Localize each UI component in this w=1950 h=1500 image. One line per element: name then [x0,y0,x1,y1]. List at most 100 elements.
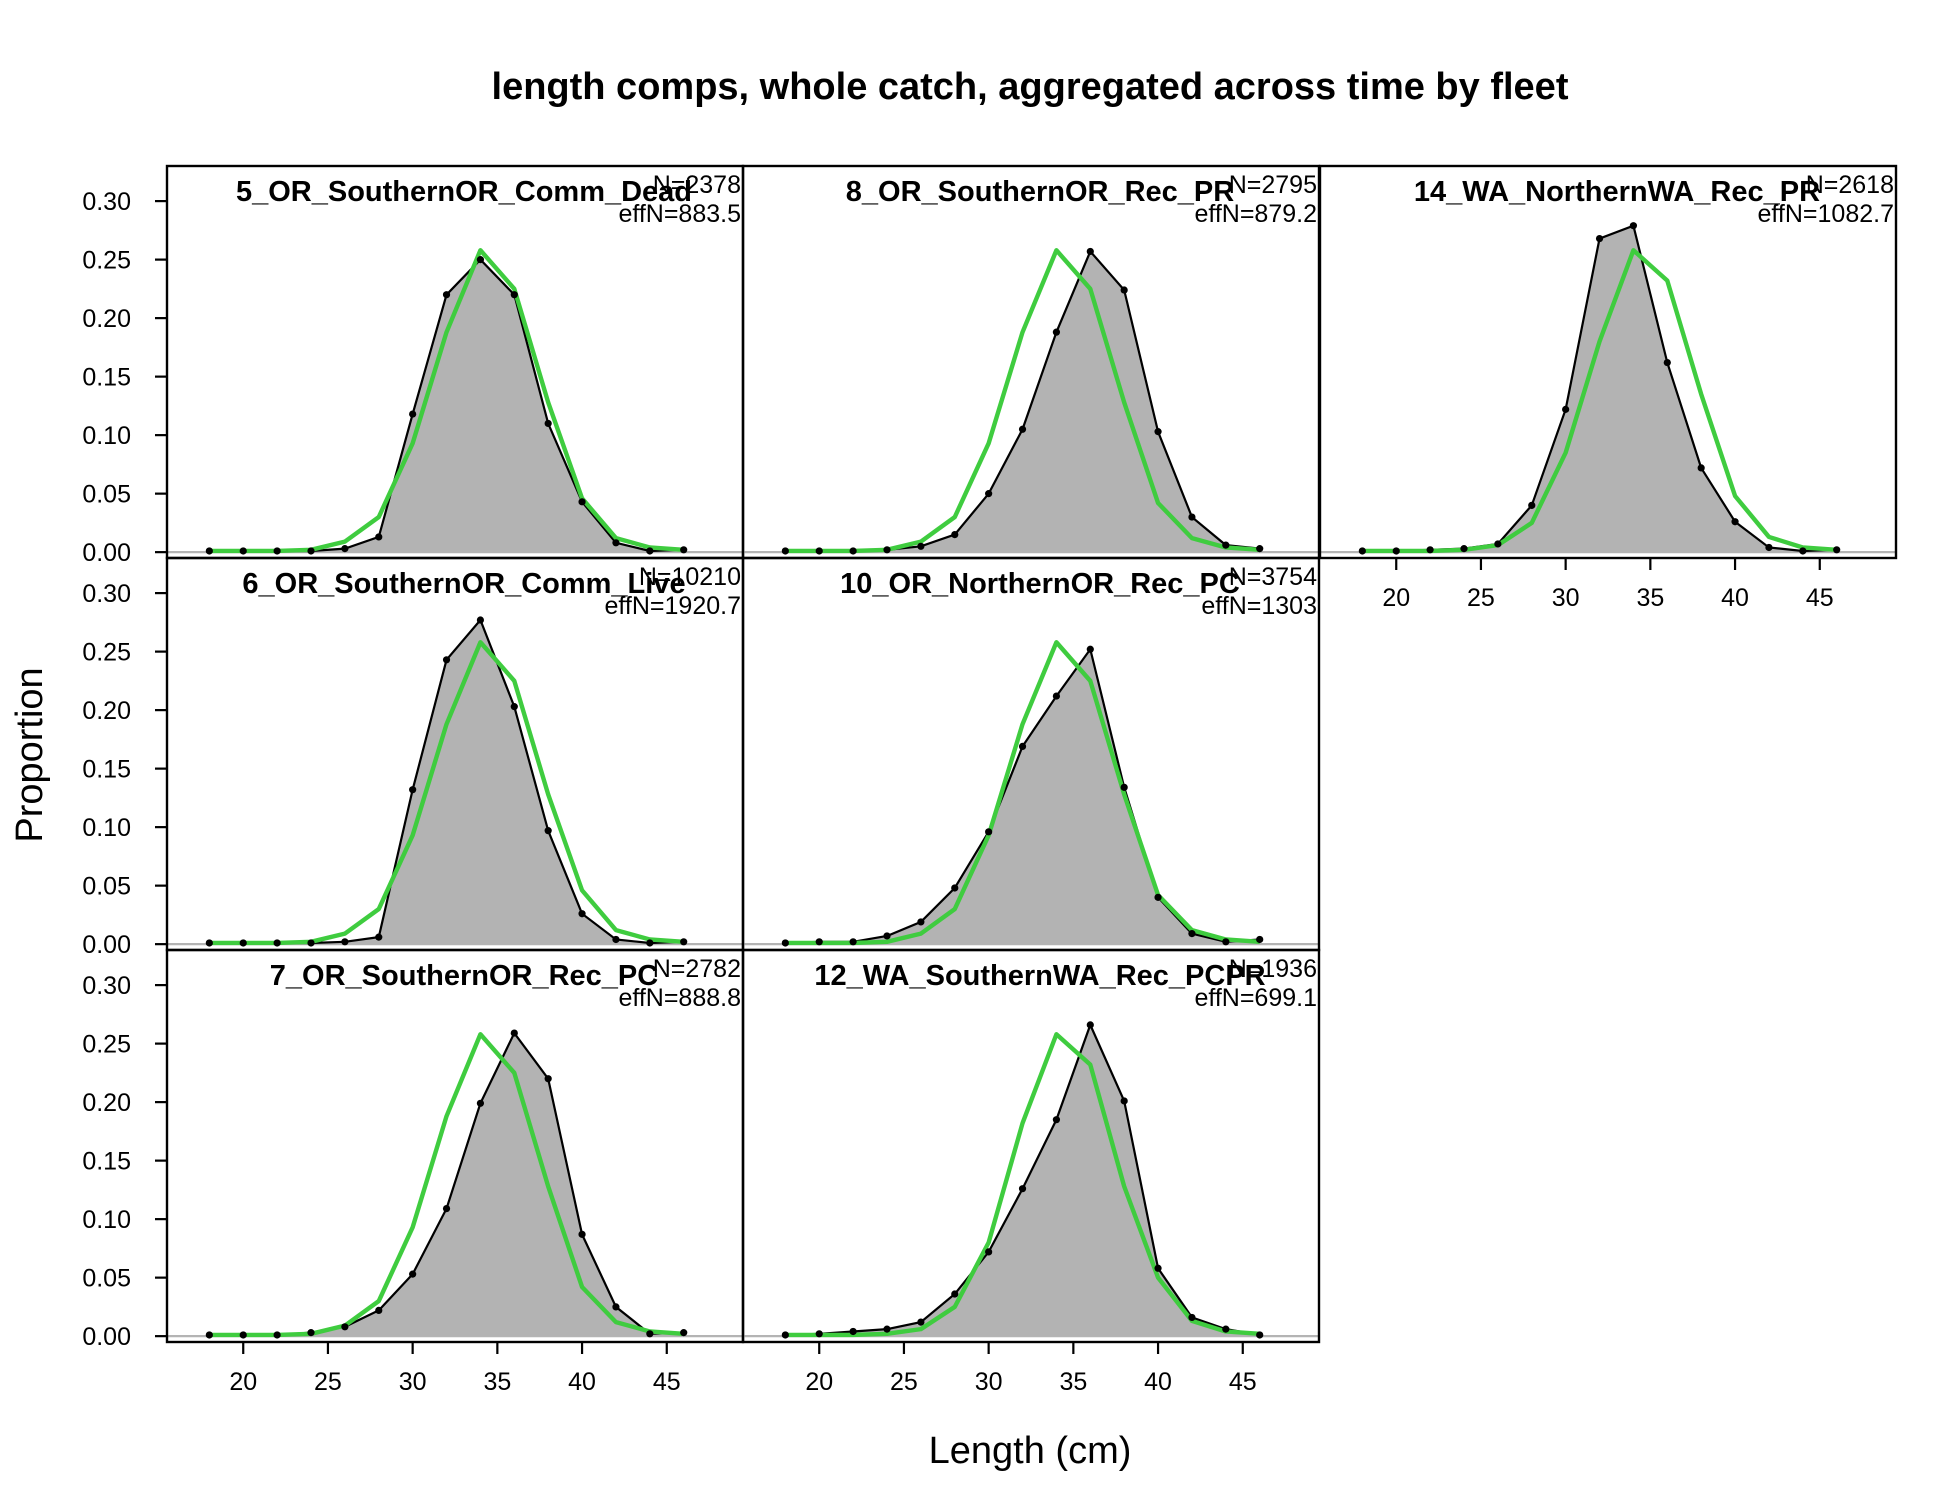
panel-n-label: N=2782 [653,955,741,983]
observed-point [510,291,518,299]
observed-area [209,620,684,945]
x-tick-label: 20 [1382,584,1410,612]
observed-point [1086,1021,1094,1029]
panel-title: 7_OR_SouthernOR_Rec_PC [270,960,658,992]
observed-point [883,1325,891,1333]
observed-point [341,545,349,553]
x-tick-label: 35 [1636,584,1664,612]
panel-3: 14_WA_NorthernWA_Rec_PRN=2618effN=1082.7… [1318,164,1898,612]
observed-point [273,1331,281,1339]
y-tick-label: 0.15 [82,1148,131,1176]
observed-point [1120,783,1128,791]
observed-point [1018,742,1027,750]
y-tick-label: 0.00 [82,1323,131,1351]
observed-point [307,547,315,555]
observed-point [205,939,213,947]
x-tick-label: 20 [229,1368,257,1396]
observed-point [815,547,823,555]
observed-point [1494,540,1502,548]
observed-point [612,1303,620,1311]
observed-point [1086,247,1094,256]
observed-point [442,656,451,664]
y-tick-label: 0.05 [82,481,131,509]
panel-n-label: N=2378 [653,171,741,199]
observed-point [985,490,993,498]
observed-point [1154,893,1162,901]
observed-point [578,1230,586,1238]
observed-point [1358,547,1366,555]
observed-point [1256,935,1264,944]
y-tick-label: 0.20 [82,305,131,333]
y-tick-label: 0.30 [82,972,131,1000]
y-tick-label: 0.25 [82,639,131,667]
panel-7: 12_WA_SouthernWA_Rec_PCPRN=1936effN=699.… [741,948,1321,1396]
x-tick-label: 25 [314,1368,342,1396]
observed-point [375,1306,383,1315]
panel-effn-label: effN=883.5 [618,200,741,228]
panel-title: 10_OR_NorthernOR_Rec_PC [840,568,1240,600]
y-tick-label: 0.10 [82,422,131,450]
observed-point [680,546,688,554]
observed-area [785,1024,1260,1337]
expected-line [785,640,1260,946]
observed-point [1460,545,1468,553]
y-tick-label: 0.00 [82,539,131,567]
observed-point [917,1318,925,1326]
x-tick-label: 30 [1552,584,1580,612]
observed-point [1256,1331,1264,1339]
panel-effn-label: effN=879.2 [1194,200,1317,228]
observed-point [544,419,552,428]
observed-area [1362,225,1837,553]
observed-point [1086,645,1094,653]
observed-point [1018,425,1027,433]
observed-point [917,542,925,550]
observed-point [951,530,959,539]
observed-point [917,918,925,926]
x-tick-label: 35 [1059,1368,1087,1396]
observed-point [1188,930,1196,938]
observed-point [273,939,281,947]
observed-area [209,1033,684,1337]
observed-point [781,939,789,947]
observed-point [1256,545,1264,553]
observed-point [849,1327,857,1336]
panel-4: 6_OR_SouthernOR_Comm_LiveN=10210effN=192… [82,556,745,959]
x-tick-label: 30 [975,1368,1003,1396]
observed-point [476,256,485,264]
observed-point [849,938,857,946]
expected-line [785,1032,1260,1338]
observed-area [785,649,1260,945]
observed-area [209,259,684,553]
observed-point [1188,1313,1196,1322]
observed-point [680,938,688,946]
panel-effn-label: effN=1082.7 [1758,200,1894,228]
chart-title: length comps, whole catch, aggregated ac… [492,66,1569,108]
observed-point [341,938,349,946]
observed-point [1528,501,1536,509]
observed-point [985,828,993,836]
observed-point [544,1075,552,1083]
expected-line [209,248,684,554]
observed-point [442,1205,451,1213]
observed-point [646,547,654,555]
observed-point [612,935,620,944]
panel-frame [1318,164,1898,560]
observed-point [1765,543,1773,552]
y-tick-label: 0.05 [82,1265,131,1293]
observed-point [951,884,959,892]
observed-point [1222,1325,1230,1333]
observed-point [578,498,586,506]
x-tick-label: 25 [1467,584,1495,612]
observed-point [375,533,383,541]
observed-point [680,1329,688,1337]
y-tick-label: 0.20 [82,1089,131,1117]
observed-point [1663,358,1671,367]
observed-point [1052,1116,1061,1124]
panel-n-label: N=2618 [1806,171,1894,199]
observed-point [510,1029,518,1037]
y-axis-title: Proportion [9,667,51,842]
panel-title: 5_OR_SouthernOR_Comm_Dead [236,176,692,208]
